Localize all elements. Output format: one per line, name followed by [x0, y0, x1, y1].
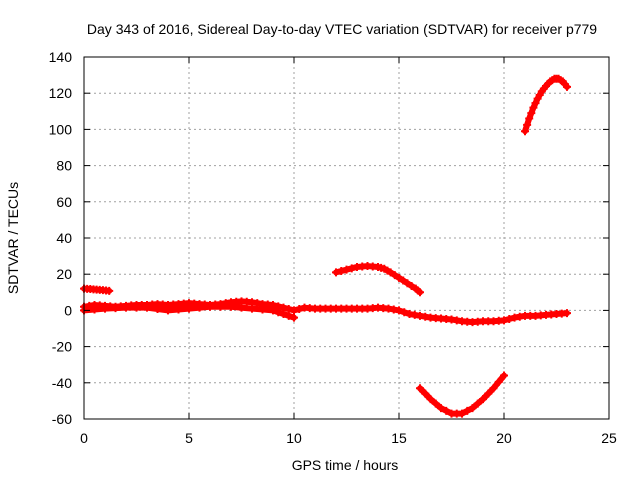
- x-tick-label: 0: [80, 430, 88, 446]
- data-point: [525, 114, 534, 123]
- data-point: [563, 82, 571, 91]
- data-point: [216, 302, 225, 311]
- data-point: [111, 304, 120, 313]
- data-point: [284, 311, 293, 320]
- data-point: [269, 306, 277, 315]
- data-point: [332, 268, 340, 277]
- data-point: [416, 384, 424, 393]
- data-point: [279, 310, 288, 319]
- y-tick-label: 40: [56, 230, 72, 246]
- y-tick-label: 20: [56, 266, 72, 282]
- grid-lines: [84, 57, 609, 419]
- data-point: [489, 384, 498, 393]
- data-point: [101, 304, 109, 313]
- x-tick-label: 5: [185, 430, 193, 446]
- data-point: [416, 288, 424, 297]
- y-tick-label: 120: [49, 85, 73, 101]
- data-point: [347, 264, 356, 273]
- data-point: [132, 303, 141, 312]
- data-point: [290, 313, 298, 322]
- data-point: [386, 268, 395, 277]
- data-point: [407, 281, 416, 290]
- x-tick-label: 25: [601, 430, 617, 446]
- y-tick-label: 60: [56, 194, 72, 210]
- data-point: [531, 99, 540, 108]
- data-point: [258, 305, 267, 314]
- data-point: [164, 306, 172, 315]
- data-point: [400, 308, 409, 317]
- series-negative-arc: [416, 371, 508, 418]
- data-point: [421, 389, 430, 398]
- data-point: [290, 306, 298, 315]
- x-tick-label: 10: [286, 430, 302, 446]
- chart-title: Day 343 of 2016, Sidereal Day-to-day VTE…: [87, 21, 597, 37]
- y-tick-label: -40: [52, 375, 72, 391]
- data-series: [80, 74, 571, 418]
- series-band-lower: [80, 302, 298, 322]
- data-point: [122, 303, 130, 312]
- y-tick-label: -20: [52, 339, 72, 355]
- data-point: [468, 404, 477, 413]
- data-point: [195, 303, 204, 312]
- data-point: [426, 395, 435, 404]
- data-point: [500, 371, 508, 380]
- data-point: [399, 276, 408, 285]
- data-point: [295, 305, 304, 314]
- data-point: [463, 406, 472, 415]
- data-point: [174, 305, 183, 314]
- y-tick-label: 0: [64, 302, 72, 318]
- data-point: [206, 302, 214, 311]
- data-point: [395, 306, 403, 315]
- data-point: [284, 305, 293, 314]
- x-tick-label: 15: [391, 430, 407, 446]
- data-point: [431, 399, 440, 408]
- data-point: [227, 302, 235, 311]
- data-point: [185, 304, 193, 313]
- data-point: [395, 273, 403, 282]
- data-point: [479, 395, 487, 404]
- data-point: [563, 309, 571, 318]
- data-point: [237, 303, 246, 312]
- data-point: [248, 304, 256, 313]
- y-axis-label: SDTVAR / TECUs: [5, 182, 21, 294]
- data-point: [403, 279, 412, 288]
- data-point: [458, 409, 466, 418]
- axis-ticks: [83, 56, 610, 420]
- data-point: [153, 305, 162, 314]
- data-point: [473, 399, 482, 408]
- data-point: [90, 305, 99, 314]
- data-point: [143, 303, 151, 312]
- x-axis-label: GPS time / hours: [292, 457, 399, 473]
- series-late-arc: [521, 74, 571, 136]
- data-point: [521, 127, 529, 136]
- data-point: [505, 314, 514, 323]
- data-point: [437, 404, 445, 413]
- tick-labels: 0 5 10 15 20 25 -60 -40 -20 0 20 40 60 80 100 120 140: [49, 49, 617, 446]
- data-point: [529, 103, 538, 112]
- series-early-arc: [80, 284, 114, 295]
- y-tick-label: -60: [52, 411, 72, 427]
- data-point: [500, 316, 508, 325]
- data-point: [494, 377, 503, 386]
- y-tick-label: 140: [49, 49, 73, 65]
- data-point: [527, 109, 536, 118]
- data-point: [274, 308, 283, 317]
- data-point: [342, 265, 351, 274]
- y-tick-label: 80: [56, 158, 72, 174]
- y-tick-label: 100: [49, 121, 73, 137]
- data-point: [105, 286, 114, 295]
- data-point: [390, 271, 399, 280]
- data-point: [337, 267, 346, 276]
- series-main-track: [80, 297, 571, 327]
- data-point: [484, 389, 493, 398]
- data-point: [523, 120, 532, 129]
- data-point: [442, 406, 451, 415]
- series-midday-arc: [332, 262, 424, 297]
- x-tick-label: 20: [496, 430, 512, 446]
